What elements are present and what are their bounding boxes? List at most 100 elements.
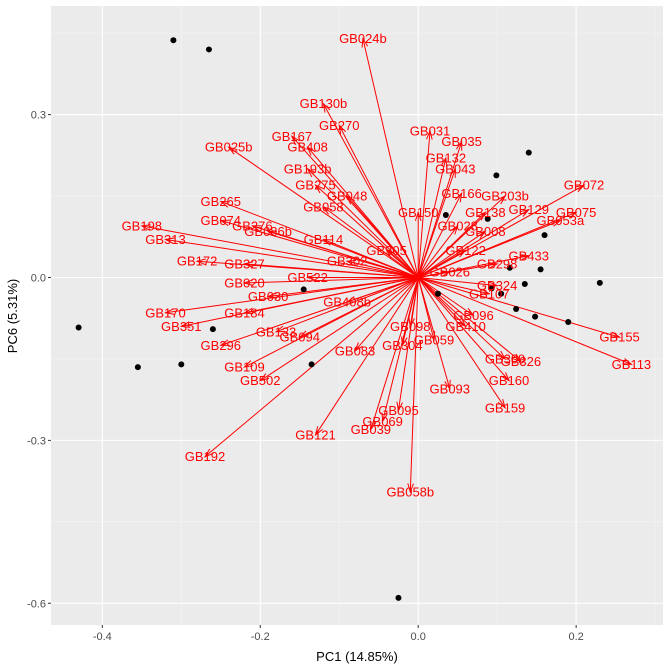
loading-label: GB025b: [205, 140, 253, 155]
loading-arrowhead: [353, 342, 364, 352]
loading-label: GB302: [327, 254, 367, 269]
loading-label: GB075: [556, 205, 596, 220]
x-axis-title: PC1 (14.85%): [316, 649, 398, 664]
loading-arrow: [417, 130, 431, 278]
loading-label: GB020: [224, 275, 264, 290]
sample-point: [308, 361, 315, 368]
loading-arrowhead: [381, 412, 388, 423]
sample-point: [209, 326, 216, 333]
loading-label: GB096: [453, 308, 493, 323]
loading-arrowhead: [551, 219, 562, 227]
loading-arrow: [244, 276, 419, 284]
loading-arrowhead: [203, 448, 214, 458]
loading-arrow: [417, 230, 486, 278]
loading-arrow: [418, 220, 561, 278]
loading-arrowhead: [488, 262, 499, 269]
loading-arrow: [370, 277, 419, 430]
loading-label: GB008: [465, 224, 505, 239]
y-tick-label: -0.3: [27, 435, 46, 447]
sample-point: [205, 46, 212, 53]
loading-arrow: [228, 146, 419, 278]
loading-label: GB074: [201, 213, 241, 228]
x-tick-label: -0.4: [93, 631, 112, 643]
sample-point: [442, 212, 449, 219]
loading-arrowhead: [314, 426, 323, 437]
loading-label: GB058b: [386, 484, 434, 499]
loading-arrow: [418, 271, 450, 278]
loading-label: GB170: [145, 305, 185, 320]
loading-arrowhead: [219, 219, 230, 226]
loading-label: GB160: [489, 373, 529, 388]
loading-arrowhead: [449, 224, 459, 235]
loading-arrow: [244, 263, 419, 278]
loading-label: GB035: [441, 134, 481, 149]
x-axis: -0.4 -0.2 0.0 0.2: [93, 625, 584, 643]
loading-label: GB133: [256, 324, 296, 339]
loading-arrow: [141, 225, 419, 278]
loading-label: GB309: [485, 351, 525, 366]
loading-arrowhead: [449, 167, 456, 178]
loading-arrowhead: [496, 194, 507, 205]
loading-arrowhead: [242, 279, 254, 286]
loading-label: GB130b: [300, 96, 348, 111]
loading-label: GB433: [509, 248, 549, 263]
loading-arrow: [220, 277, 419, 346]
y-tick-label: 0.3: [31, 110, 46, 122]
loading-arrow: [181, 277, 419, 327]
loading-arrowhead: [440, 270, 452, 277]
loading-arrow: [354, 277, 419, 352]
loading-arrowhead: [306, 274, 317, 281]
loading-arrowhead: [266, 230, 278, 237]
loading-label: GB408: [287, 140, 327, 155]
loading-arrowhead: [274, 325, 286, 333]
loading-label: GB304: [382, 338, 422, 353]
loading-arrow: [244, 277, 419, 368]
loading-arrowhead: [290, 135, 300, 145]
loading-arrowhead: [298, 330, 309, 338]
loading-arrowhead: [163, 308, 175, 315]
loading-label: GB113: [612, 357, 652, 372]
loading-arrow: [386, 249, 419, 278]
sample-point: [434, 290, 441, 297]
loading-arrow: [315, 184, 419, 278]
loading-labels: GB024b GB130b GB270 GB167 GB025b GB408 GB193b G…: [122, 31, 652, 499]
x-tick-label: 0.0: [411, 631, 426, 643]
loading-label: GB039: [351, 422, 391, 437]
loading-label: GB296: [201, 338, 241, 353]
loading-label: GB192: [185, 449, 225, 464]
loading-arrow: [417, 277, 506, 360]
loading-arrow: [397, 277, 419, 411]
loading-arrowhead: [227, 146, 238, 155]
loading-arrow: [417, 277, 506, 409]
sample-point: [521, 281, 528, 288]
loading-label: GB270: [319, 118, 359, 133]
loading-label: GB265: [201, 194, 241, 209]
loading-label: GB098: [390, 319, 430, 334]
sample-point: [596, 279, 603, 286]
loading-label: GB132: [426, 151, 466, 166]
loading-arrow: [417, 211, 486, 278]
loading-label: GB351: [161, 319, 201, 334]
loading-arrowhead: [219, 200, 230, 208]
loading-arrow: [417, 277, 510, 381]
loading-arrow: [417, 277, 474, 316]
sample-point: [395, 594, 402, 601]
sample-point: [532, 313, 539, 320]
loading-label: GB058: [303, 199, 343, 214]
loading-arrowhead: [500, 372, 511, 382]
loading-arrow: [347, 260, 419, 278]
loading-arrow: [346, 195, 419, 278]
loading-arrowhead: [242, 261, 254, 268]
loading-label: GB305: [366, 243, 406, 258]
loading-arrow: [418, 277, 620, 338]
sample-point: [541, 232, 548, 239]
loading-arrow: [417, 168, 456, 278]
loading-label: GB276: [232, 218, 272, 233]
loading-arrowhead: [345, 259, 357, 267]
loading-arrowhead: [496, 350, 507, 361]
loading-arrowhead: [512, 353, 523, 363]
loading-arrowhead: [338, 124, 347, 135]
loading-label: GB031: [410, 123, 450, 138]
loading-label: GB129: [509, 202, 549, 217]
